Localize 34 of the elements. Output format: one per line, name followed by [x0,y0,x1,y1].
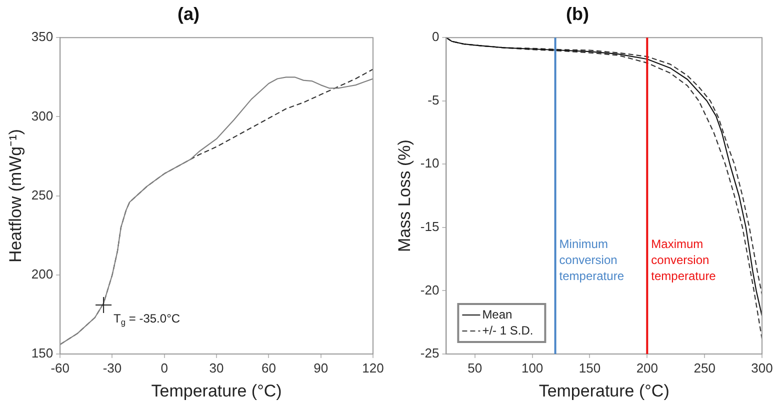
y-tick-label: -25 [420,346,440,361]
y-tick-label: 150 [31,346,54,361]
x-axis-title: Temperature (°C) [151,381,282,400]
x-tick-label: 100 [521,360,544,376]
y-tick-label: -5 [428,92,440,108]
chart-title: (a) [178,4,200,24]
legend-label: Mean [482,307,512,322]
chart-title: (b) [566,4,589,24]
y-axis-title: Mass Loss (%) [394,140,414,252]
x-tick-label: -30 [102,360,122,376]
x-tick-label: 50 [468,360,482,376]
ref-line-label: Minimum conversion temperature [559,237,624,284]
y-tick-label: 250 [31,187,54,202]
y-tick-label: -10 [420,156,440,171]
ref-line-label: Maximum conversion temperature [651,237,716,284]
y-tick-label: 350 [31,29,54,44]
x-tick-label: 90 [314,360,328,376]
x-tick-label: 120 [362,360,384,376]
x-tick-label: 200 [636,360,658,376]
y-axis-title: Heatflow (mWg⁻¹) [6,129,25,263]
x-axis-title: Temperature (°C) [538,381,670,400]
x-tick-label: 60 [261,360,276,376]
x-tick-label: 30 [209,360,224,376]
x-tick-label: 300 [751,360,773,376]
x-tick-label: 150 [578,360,601,376]
legend-label: +/- 1 S.D. [482,323,534,338]
y-tick-label: 300 [31,108,54,124]
y-tick-label: 200 [31,266,54,282]
x-tick-label: -60 [50,360,70,376]
y-tick-label: 0 [432,29,440,44]
y-tick-label: -20 [420,282,440,298]
x-tick-label: 250 [694,360,716,376]
x-tick-label: 0 [160,360,168,376]
y-tick-label: -15 [420,219,440,234]
